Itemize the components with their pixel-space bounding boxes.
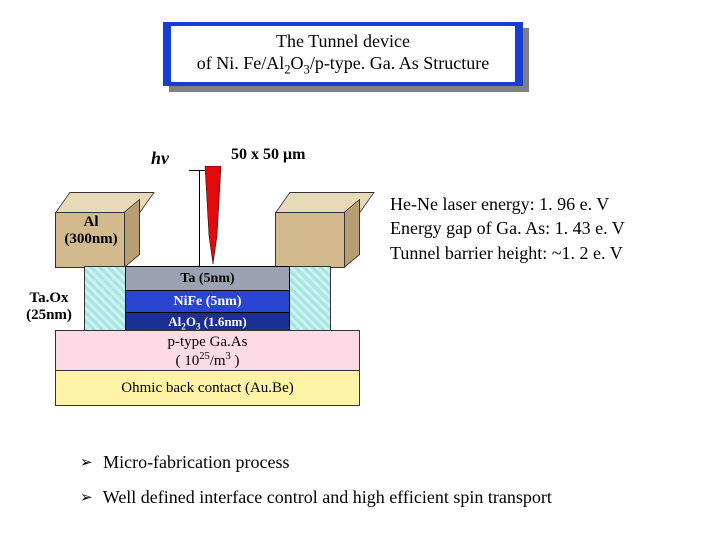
hv-label: hv: [151, 148, 169, 169]
dimension-label: 50 x 50 μm: [231, 146, 305, 164]
note-gap: Energy gap of Ga. As: 1. 43 e. V: [390, 216, 625, 240]
layer-nife: NiFe (5nm): [125, 290, 290, 314]
taox-thickness: (25nm): [26, 307, 72, 323]
al-thickness: (300nm): [64, 231, 117, 247]
al-side-face: [344, 199, 360, 268]
energy-notes: He-Ne laser energy: 1. 96 e. V Energy ga…: [390, 192, 625, 265]
bullet-2: ➢ Well defined interface control and hig…: [80, 487, 552, 508]
taox-label: Ta.Ox (25nm): [19, 290, 79, 324]
chevron-icon: ➢: [80, 488, 93, 507]
al-label: Al (300nm): [55, 214, 127, 248]
layer-ta: Ta (5nm): [125, 266, 290, 292]
layer-al2o3: Al2O3 (1.6nm): [125, 312, 290, 332]
device-diagram: hv 50 x 50 μm Al (300nm) Ta.Ox (25nm) Ta…: [55, 130, 360, 410]
bullet-1: ➢ Micro-fabrication process: [80, 452, 552, 473]
bullet-1-text: Micro-fabrication process: [103, 452, 289, 472]
laser-arrow-icon: [203, 166, 223, 266]
note-barrier: Tunnel barrier height: ~1. 2 e. V: [390, 241, 625, 265]
gaas-line2: ( 1025/m3 ): [175, 353, 239, 369]
bullet-list: ➢ Micro-fabrication process ➢ Well defin…: [80, 452, 552, 522]
taox-block-right: [288, 266, 331, 332]
al-name: Al: [84, 214, 99, 230]
al-block-right: [275, 192, 360, 268]
gaas-line1: p-type Ga.As: [168, 334, 248, 350]
title-line1: The Tunnel device: [197, 30, 490, 53]
layer-gaas: p-type Ga.As ( 1025/m3 ): [55, 330, 360, 372]
dim-line: [199, 170, 200, 266]
title-line2: of Ni. Fe/Al2O3/p-type. Ga. As Structure: [197, 52, 490, 78]
bullet-2-text: Well defined interface control and high …: [103, 487, 552, 507]
al-front-face: [275, 212, 345, 268]
title-inner: The Tunnel device of Ni. Fe/Al2O3/p-type…: [171, 26, 515, 82]
layer-ohmic: Ohmic back contact (Au.Be): [55, 370, 360, 406]
chevron-icon: ➢: [80, 453, 93, 472]
note-laser: He-Ne laser energy: 1. 96 e. V: [390, 192, 625, 216]
taox-block-left: [84, 266, 127, 332]
taox-name: Ta.Ox: [29, 290, 68, 306]
